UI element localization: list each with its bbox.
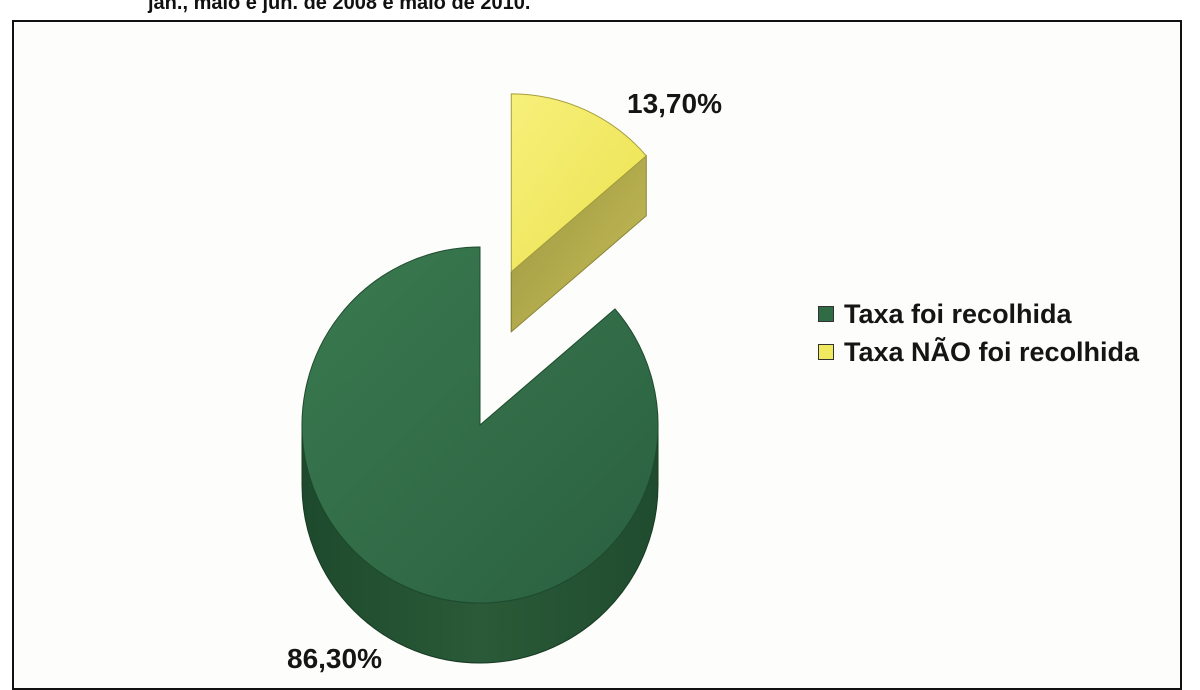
legend-label: Taxa foi recolhida <box>844 299 1072 330</box>
legend-item-taxa-recolhida: Taxa foi recolhida <box>818 297 1139 331</box>
chart-legend: Taxa foi recolhida Taxa NÃO foi recolhid… <box>818 297 1139 373</box>
legend-label: Taxa NÃO foi recolhida <box>844 337 1139 368</box>
data-label-taxa-recolhida: 86,30% <box>287 643 382 674</box>
data-label-taxa-nao-recolhida: 13,70% <box>627 88 722 119</box>
slice-taxa-recolhida <box>302 247 658 603</box>
legend-swatch-green <box>818 306 834 322</box>
legend-item-taxa-nao-recolhida: Taxa NÃO foi recolhida <box>818 335 1139 369</box>
legend-swatch-yellow <box>818 344 834 360</box>
